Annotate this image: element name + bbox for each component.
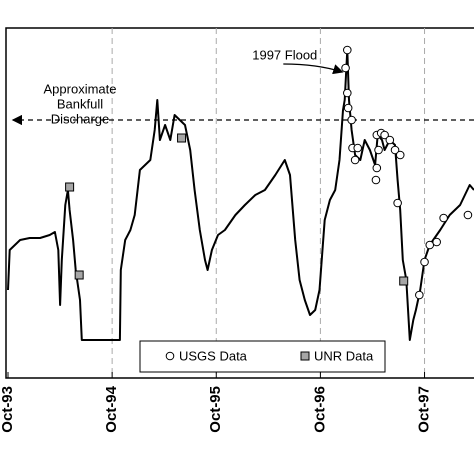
usgs-point — [343, 103, 353, 113]
usgs-point — [353, 143, 363, 153]
usgs-point — [343, 88, 352, 98]
usgs-point — [385, 135, 395, 145]
bankfull-label: Discharge — [51, 111, 110, 126]
usgs-point — [432, 237, 441, 247]
usgs-point — [439, 213, 448, 223]
usgs-point — [343, 45, 352, 55]
x-tick-label: Oct-93 — [0, 386, 16, 433]
usgs-point — [372, 163, 382, 173]
usgs-point — [347, 115, 356, 125]
usgs-point — [420, 257, 429, 267]
x-tick-label: Oct-94 — [103, 385, 120, 432]
legend-marker — [300, 351, 310, 361]
bankfull-label: Approximate — [44, 81, 117, 96]
legend-marker — [165, 351, 175, 361]
usgs-point — [380, 130, 389, 140]
usgs-point — [374, 145, 383, 155]
legend-label: UNR Data — [314, 348, 374, 363]
usgs-point — [393, 198, 402, 208]
annotation: 1997 Flood — [252, 47, 317, 62]
legend-label: USGS Data — [179, 348, 248, 363]
usgs-point — [463, 210, 473, 220]
unr-point — [399, 276, 409, 286]
x-tick-label: Oct-95 — [207, 386, 224, 433]
usgs-point — [341, 63, 350, 73]
x-tick-label: Oct-96 — [311, 386, 328, 433]
unr-point — [177, 133, 187, 143]
legend-box — [139, 340, 386, 373]
unr-point — [65, 182, 75, 192]
usgs-point — [395, 150, 405, 160]
plot-frame — [5, 27, 474, 379]
annotation-arrow — [283, 63, 344, 75]
usgs-point — [390, 145, 400, 155]
usgs-point — [425, 240, 435, 250]
usgs-point — [350, 155, 360, 165]
x-tick-label: Oct-97 — [416, 386, 433, 433]
unr-point — [74, 270, 84, 280]
usgs-point — [415, 290, 424, 300]
usgs-point — [371, 175, 381, 185]
bankfull-label: Bankfull — [57, 96, 103, 111]
